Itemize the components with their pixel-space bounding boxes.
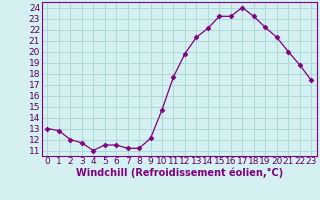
- X-axis label: Windchill (Refroidissement éolien,°C): Windchill (Refroidissement éolien,°C): [76, 168, 283, 178]
